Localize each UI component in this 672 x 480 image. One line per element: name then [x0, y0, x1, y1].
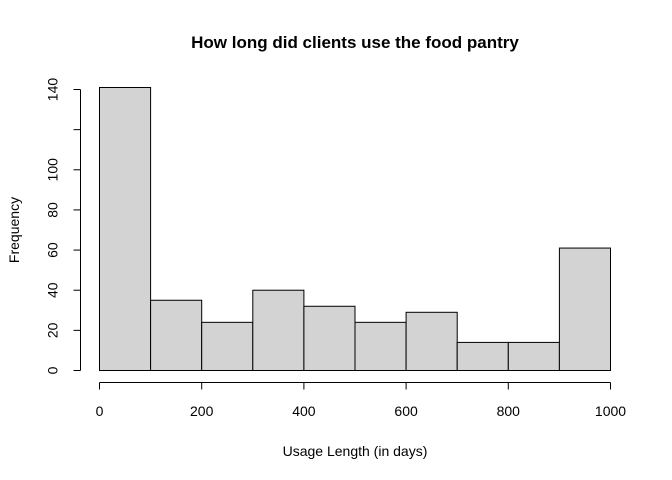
- x-axis: 0 200 400 600 800 1000: [96, 382, 626, 419]
- x-tick-label-400: 400: [292, 403, 316, 419]
- histogram-bar-700-800: [456, 341, 509, 371]
- y-tick-label-0: 0: [45, 366, 61, 374]
- x-tick-label-800: 800: [497, 403, 521, 419]
- y-tick-label-60: 60: [45, 242, 61, 258]
- y-tick-label-20: 20: [45, 322, 61, 338]
- histogram-bar-0-100: [99, 86, 152, 371]
- y-tick-label-100: 100: [45, 158, 61, 182]
- x-tick-label-0: 0: [96, 403, 104, 419]
- bars-group: [99, 86, 612, 372]
- histogram-bar-400-500: [303, 305, 356, 371]
- histogram-bar-100-200: [150, 299, 203, 371]
- y-axis-label: Frequency: [6, 197, 22, 263]
- histogram-bar-900-1000: [558, 247, 612, 371]
- y-tick-label-80: 80: [45, 202, 61, 218]
- histogram-bar-800-900: [507, 341, 560, 371]
- histogram-bar-600-700: [405, 311, 458, 371]
- x-tick-label-200: 200: [190, 403, 214, 419]
- x-tick-label-1000: 1000: [595, 403, 626, 419]
- y-tick-label-140: 140: [45, 78, 61, 102]
- x-tick-label-600: 600: [394, 403, 418, 419]
- histogram-bar-500-600: [354, 321, 407, 372]
- chart-title: How long did clients use the food pantry: [191, 33, 519, 52]
- x-axis-label: Usage Length (in days): [283, 443, 428, 459]
- y-axis: 0 20 40 60 80 100 140: [45, 78, 81, 374]
- histogram-bar-300-400: [252, 289, 305, 372]
- histogram-bar-200-300: [201, 321, 254, 372]
- y-tick-label-40: 40: [45, 282, 61, 298]
